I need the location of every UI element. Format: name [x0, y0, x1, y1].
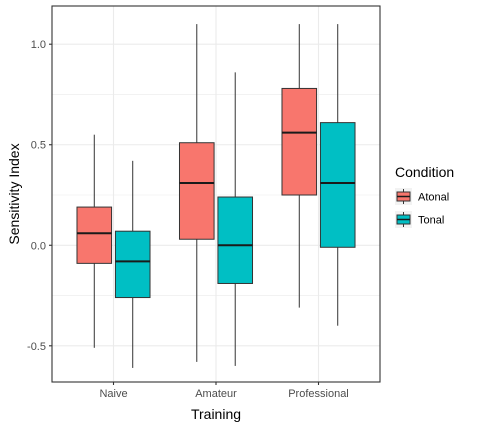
- y-axis-title: Sensitivity Index: [6, 143, 22, 244]
- box: [281, 87, 318, 196]
- legend-item-atonal: Atonal: [395, 188, 449, 205]
- box: [76, 206, 113, 264]
- grid: [52, 6, 380, 382]
- boxes: [76, 24, 356, 368]
- x-tick-label: Amateur: [195, 388, 237, 400]
- boxplot-tonal-amateur: [217, 72, 254, 366]
- boxplot-atonal-professional: [281, 24, 318, 308]
- boxplot-atonal-amateur: [178, 24, 215, 362]
- x-axis-title: Training: [191, 406, 241, 422]
- legend-label: Tonal: [418, 215, 444, 227]
- legend-title: Condition: [395, 164, 454, 180]
- boxplot-tonal-naive: [114, 160, 151, 368]
- boxplot-tonal-professional: [319, 24, 356, 326]
- box: [217, 196, 254, 284]
- box: [319, 122, 356, 248]
- y-tick-label: 1.0: [31, 39, 46, 51]
- legend-label: Atonal: [418, 192, 449, 204]
- box: [178, 142, 215, 240]
- boxplot-atonal-naive: [76, 134, 113, 348]
- x-tick-label: Naive: [99, 388, 127, 400]
- y-tick-label: 0.0: [31, 240, 46, 252]
- x-tick-label: Professional: [288, 388, 349, 400]
- box: [114, 230, 151, 299]
- legend: Condition Atonal Tonal: [395, 164, 454, 228]
- axes: -0.5 0.0 0.5 1.0 Naive Amateur Professional: [27, 39, 349, 400]
- y-tick-label: -0.5: [27, 341, 46, 353]
- y-tick-label: 0.5: [31, 140, 46, 152]
- legend-item-tonal: Tonal: [395, 211, 444, 228]
